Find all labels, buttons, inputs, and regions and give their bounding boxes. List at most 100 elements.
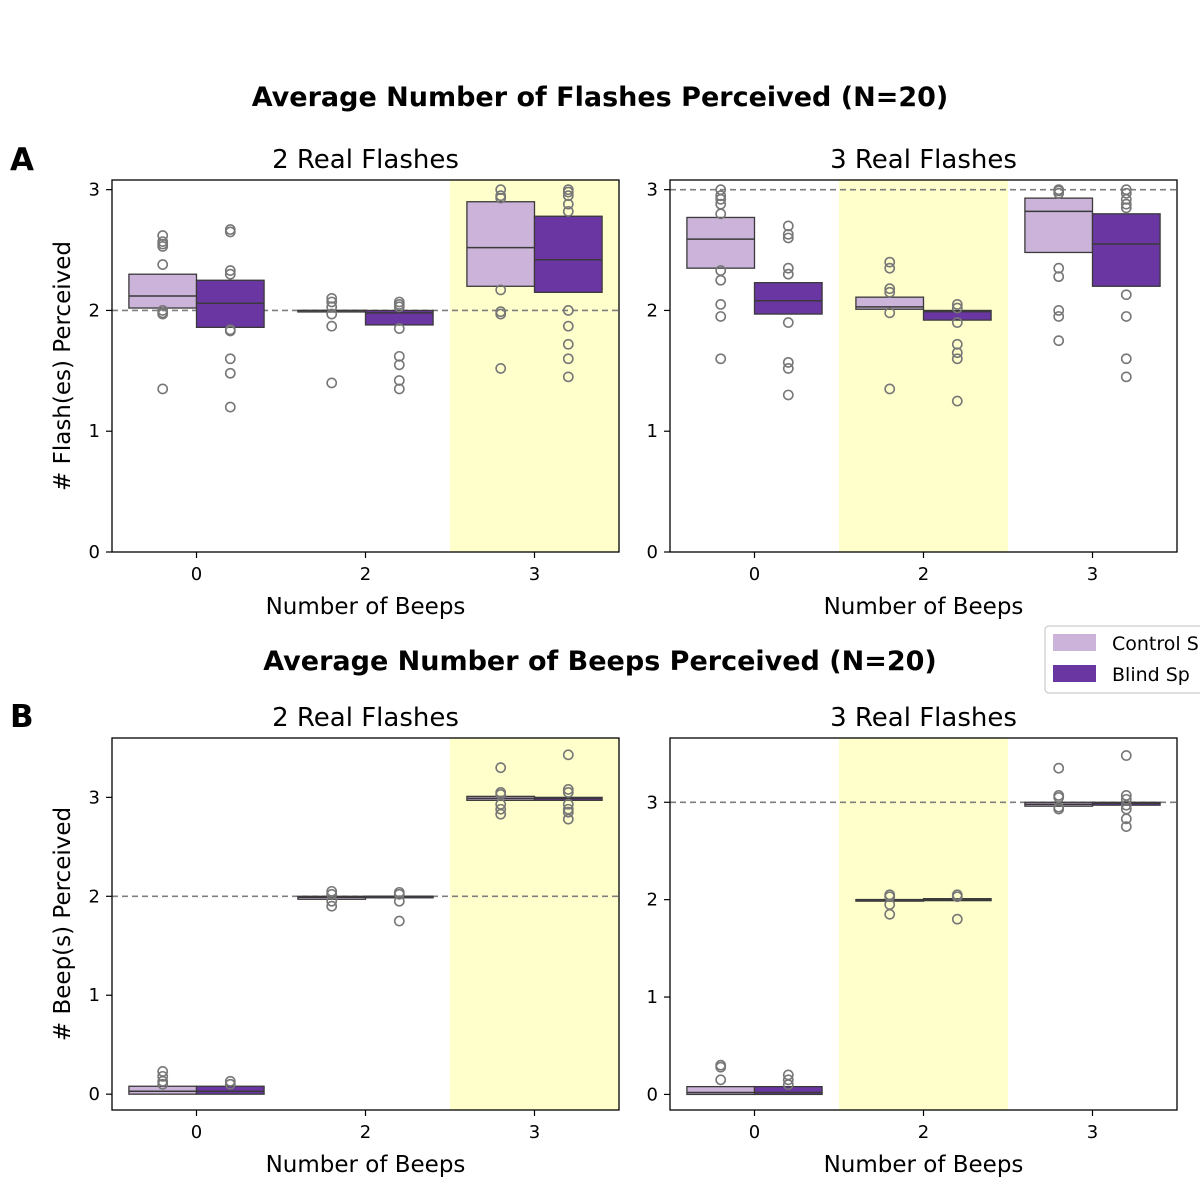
subplot-title: 2 Real Flashes xyxy=(272,703,459,733)
outlier-point xyxy=(715,265,727,276)
outlier-point xyxy=(326,885,338,897)
outlier-point xyxy=(562,305,574,316)
outlier-point xyxy=(157,1078,169,1090)
box-blind-3 xyxy=(533,215,603,293)
outlier-point xyxy=(495,284,507,296)
outlier-point xyxy=(562,190,574,202)
y-tick-label: 1 xyxy=(647,421,658,442)
outlier-point xyxy=(715,274,727,286)
subplot-title: 3 Real Flashes xyxy=(830,703,1017,733)
highlight-band xyxy=(839,738,1008,1110)
outlier-point xyxy=(1053,762,1065,774)
x-tick-label: 2 xyxy=(918,564,929,585)
outlier-point xyxy=(1120,821,1132,833)
panel-label-a: A xyxy=(10,142,34,178)
outlier-point xyxy=(562,803,574,815)
outlier-point xyxy=(715,1074,727,1086)
x-tick-label: 3 xyxy=(1087,1122,1098,1143)
outlier-point xyxy=(326,900,338,912)
outlier-point xyxy=(1053,262,1065,274)
y-tick-label: 3 xyxy=(647,792,658,813)
outlier-point xyxy=(1120,790,1132,801)
y-tick-label: 3 xyxy=(647,180,658,201)
outlier-point xyxy=(884,262,896,274)
y-tick-label: 2 xyxy=(647,300,658,321)
y-tick-label: 3 xyxy=(89,180,100,201)
outlier-point xyxy=(393,323,405,334)
outlier-point xyxy=(782,262,794,274)
y-tick-label: 1 xyxy=(647,987,658,1008)
x-axis-label: Number of Beeps xyxy=(266,1152,466,1178)
box-control-0 xyxy=(686,1085,756,1096)
outlier-point xyxy=(884,286,896,298)
outlier-point xyxy=(782,1069,794,1081)
x-tick-label: 3 xyxy=(529,1122,540,1143)
outlier-point xyxy=(715,1059,727,1071)
outlier-point xyxy=(951,299,963,310)
legend-swatch-control xyxy=(1053,634,1096,651)
outlier-point xyxy=(562,338,574,350)
x-axis-label: Number of Beeps xyxy=(824,1152,1024,1178)
outlier-point xyxy=(393,886,405,898)
outlier-point xyxy=(495,762,507,774)
x-tick-label: 0 xyxy=(749,1122,760,1143)
outlier-point xyxy=(782,232,794,244)
outlier-point xyxy=(715,184,727,196)
y-axis-label: # Flash(es) Perceived xyxy=(50,241,76,491)
y-axis-label: # Beep(s) Perceived xyxy=(50,807,76,1041)
outlier-point xyxy=(884,256,896,268)
outlier-point xyxy=(562,784,574,795)
outlier-point xyxy=(715,311,727,322)
outlier-point xyxy=(951,889,963,901)
x-tick-label: 0 xyxy=(191,564,202,585)
outlier-point xyxy=(1120,353,1132,365)
outlier-point xyxy=(782,268,794,280)
outlier-point xyxy=(224,224,236,235)
box-blind-0 xyxy=(195,1085,265,1095)
outlier-point xyxy=(884,383,896,395)
outlier-point xyxy=(562,184,574,196)
outlier-point xyxy=(1120,184,1132,196)
highlight-band xyxy=(839,180,1008,552)
y-tick-label: 3 xyxy=(89,787,100,808)
outlier-point xyxy=(715,299,727,310)
outlier-point xyxy=(562,806,574,818)
y-tick-label: 2 xyxy=(647,890,658,911)
outlier-point xyxy=(495,787,507,798)
outlier-point xyxy=(1053,305,1065,316)
legend-label-control: Control S xyxy=(1112,633,1199,655)
box-control-0 xyxy=(686,216,756,269)
outlier-point xyxy=(326,292,338,304)
outlier-point xyxy=(224,1078,236,1090)
outlier-point xyxy=(224,367,236,379)
x-tick-label: 2 xyxy=(360,1122,371,1143)
y-tick-label: 0 xyxy=(647,542,658,563)
box-blind-2 xyxy=(922,309,992,321)
outlier-point xyxy=(1120,793,1132,805)
outlier-point xyxy=(715,353,727,365)
outlier-point xyxy=(562,749,574,761)
outlier-point xyxy=(562,798,574,810)
outlier-point xyxy=(782,317,794,328)
outlier-point xyxy=(157,259,169,270)
outlier-point xyxy=(782,220,794,232)
box-blind-0 xyxy=(753,282,823,315)
outlier-point xyxy=(157,305,169,316)
outlier-point xyxy=(951,302,963,314)
y-tick-label: 2 xyxy=(89,886,100,907)
outlier-point xyxy=(951,317,963,328)
x-tick-label: 3 xyxy=(529,564,540,585)
outlier-point xyxy=(326,296,338,308)
outlier-point xyxy=(157,230,169,241)
panel-label-b: B xyxy=(10,699,34,735)
outlier-point xyxy=(884,307,896,319)
outlier-point xyxy=(715,190,727,202)
outlier-point xyxy=(157,236,169,247)
outlier-point xyxy=(951,338,963,350)
outlier-point xyxy=(1120,371,1132,383)
legend: Control S Blind Sp xyxy=(1044,625,1200,694)
subplot-title: 2 Real Flashes xyxy=(272,145,459,175)
outlier-point xyxy=(157,1070,169,1082)
x-tick-label: 0 xyxy=(749,564,760,585)
outlier-point xyxy=(782,363,794,374)
